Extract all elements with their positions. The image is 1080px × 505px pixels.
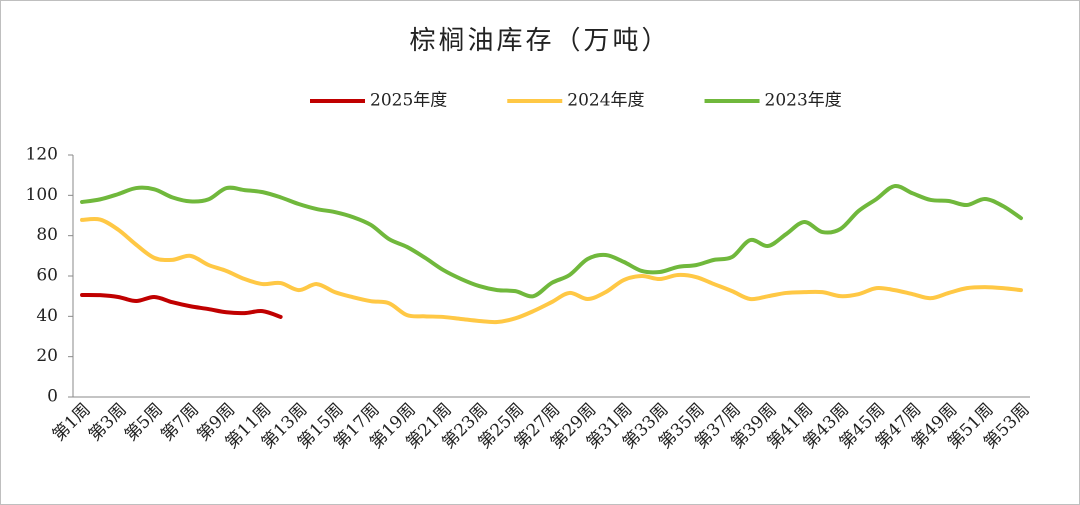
series-line <box>80 216 1023 325</box>
legend-label: 2024年度 <box>567 91 644 111</box>
y-tick-label: 80 <box>36 225 58 245</box>
y-tick-label: 100 <box>26 185 58 205</box>
chart-title: 棕榈油库存（万吨） <box>409 26 670 56</box>
y-tick-label: 60 <box>36 266 58 286</box>
y-tick-label: 20 <box>36 346 58 366</box>
y-tick-label: 120 <box>26 145 58 165</box>
legend-label: 2025年度 <box>370 91 447 111</box>
y-tick-label: 40 <box>36 306 58 326</box>
legend-label: 2023年度 <box>765 91 842 111</box>
series-line <box>80 292 283 319</box>
series-line <box>80 184 1023 299</box>
y-tick-label: 0 <box>47 387 58 407</box>
